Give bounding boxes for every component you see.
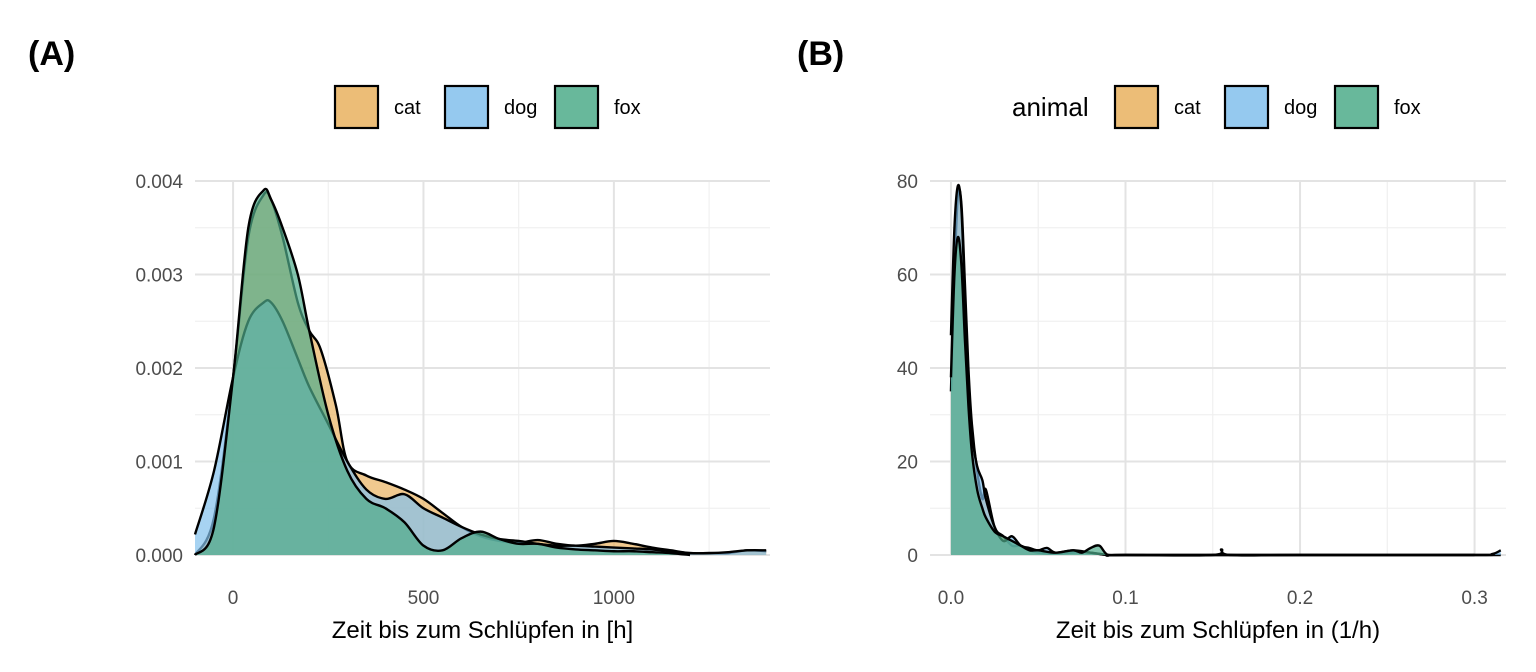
legend: animal cat dog fox — [1012, 84, 1421, 130]
series-line-dog — [949, 183, 1502, 557]
series-group — [949, 183, 1502, 557]
legend-key-fox — [1333, 84, 1380, 130]
y-tick-label: 60 — [897, 266, 918, 287]
x-tick-label: 0.1 — [1112, 588, 1138, 609]
x-tick-label: 0.2 — [1287, 588, 1313, 609]
series-line-fox — [194, 187, 691, 557]
panel-label: (A) — [28, 35, 75, 73]
y-tick-label: 0 — [907, 546, 918, 567]
x-tick-label: 500 — [408, 588, 440, 609]
legend-label-cat: cat — [1174, 97, 1201, 119]
legend-label-fox: fox — [1394, 97, 1421, 119]
y-tick-label: 20 — [897, 453, 918, 474]
grid — [930, 180, 1506, 556]
x-axis-title: Zeit bis zum Schlüpfen in (1/h) — [1056, 617, 1380, 644]
x-tick-label: 1000 — [593, 588, 635, 609]
legend: cat dog fox — [333, 84, 641, 130]
panel-b: (B) 0 20 40 60 80 0.0 0.1 0.2 0.3 Zeit bis zum Sch… — [797, 35, 1506, 644]
legend-label-cat: cat — [394, 97, 421, 119]
y-tick-label: 40 — [897, 359, 918, 380]
y-tick-label: 0.004 — [135, 172, 183, 193]
x-axis-title: Zeit bis zum Schlüpfen in [h] — [332, 617, 633, 644]
y-tick-label: 80 — [897, 172, 918, 193]
legend-key-dog — [443, 84, 490, 130]
legend-key-cat — [1113, 84, 1160, 130]
legend-key-fox — [553, 84, 600, 130]
x-tick-label: 0.0 — [938, 588, 964, 609]
y-tick-label: 0.003 — [135, 266, 183, 287]
legend-label-dog: dog — [1284, 97, 1317, 119]
legend-label-dog: dog — [504, 97, 537, 119]
series-line-fox — [949, 235, 1475, 557]
y-tick-label: 0.000 — [135, 546, 183, 567]
series-area-cat — [950, 188, 1501, 556]
panel-a: (A) 0.000 0.001 0.002 0.003 0.004 0 500 1000 Zeit… — [28, 35, 770, 644]
panel-label: (B) — [797, 35, 844, 73]
y-tick-label: 0.002 — [135, 359, 183, 380]
y-tick-label: 0.001 — [135, 453, 183, 474]
series-area-dog — [950, 185, 1501, 556]
legend-key-cat — [333, 84, 380, 130]
series-area-fox — [195, 188, 691, 556]
legend-title: animal — [1012, 92, 1089, 122]
x-tick-label: 0.3 — [1461, 588, 1487, 609]
legend-key-dog — [1223, 84, 1270, 130]
legend-label-fox: fox — [614, 97, 641, 119]
x-tick-label: 0 — [228, 588, 239, 609]
series-group — [193, 187, 767, 557]
series-line-cat — [949, 187, 1501, 557]
